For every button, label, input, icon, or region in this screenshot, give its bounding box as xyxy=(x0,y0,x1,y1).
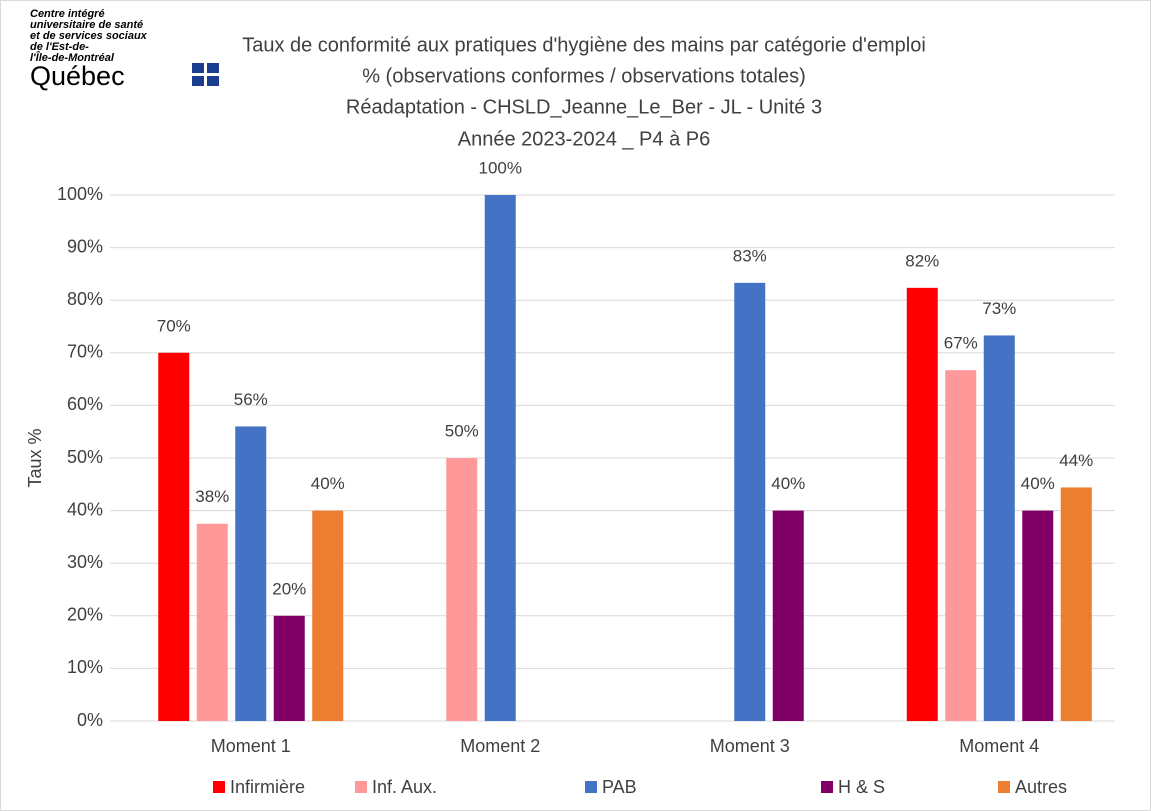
data-label: 100% xyxy=(479,158,522,177)
y-tick-label: 70% xyxy=(67,342,103,362)
data-label: 70% xyxy=(157,316,191,335)
y-tick-label: 90% xyxy=(67,236,103,256)
logo-line: et de services sociaux xyxy=(30,30,148,42)
bar xyxy=(734,282,766,721)
y-tick-label: 20% xyxy=(67,605,103,625)
x-tick-label: Moment 1 xyxy=(211,736,291,756)
data-label: 56% xyxy=(234,390,268,409)
data-label: 67% xyxy=(944,334,978,353)
legend-swatch xyxy=(998,781,1010,793)
y-axis-label: Taux % xyxy=(25,428,45,487)
x-tick-label: Moment 2 xyxy=(460,736,540,756)
data-label: 44% xyxy=(1059,451,1093,470)
bar xyxy=(1060,487,1092,721)
data-label: 83% xyxy=(733,246,767,265)
logo-brand: Québec xyxy=(30,61,125,91)
logo-line: Centre intégré xyxy=(30,8,105,20)
bar xyxy=(983,335,1015,721)
data-label: 40% xyxy=(311,474,345,493)
bar xyxy=(312,510,344,721)
y-tick-label: 100% xyxy=(57,184,103,204)
data-label: 73% xyxy=(982,299,1016,318)
bar xyxy=(235,426,267,721)
data-label: 50% xyxy=(445,421,479,440)
bar xyxy=(1022,510,1054,721)
legend-label: Autres xyxy=(1015,777,1067,797)
chart-subtitle: Réadaptation - CHSLD_Jeanne_Le_Ber - JL … xyxy=(346,96,822,118)
x-tick-label: Moment 4 xyxy=(959,736,1039,756)
chart-subtitle: % (observations conformes / observations… xyxy=(362,65,806,87)
chart-title: Taux de conformité aux pratiques d'hygiè… xyxy=(242,34,926,56)
legend-label: H & S xyxy=(838,777,885,797)
y-tick-label: 80% xyxy=(67,289,103,309)
data-label: 40% xyxy=(771,474,805,493)
bar xyxy=(273,615,305,721)
legend-label: PAB xyxy=(602,777,637,797)
bar xyxy=(945,370,977,721)
chart-subtitle: Année 2023-2024 _ P4 à P6 xyxy=(458,128,710,150)
bar xyxy=(158,352,190,721)
logo-line: universitaire de santé xyxy=(30,19,143,31)
bar xyxy=(196,523,228,721)
data-label: 40% xyxy=(1021,474,1055,493)
legend-label: Inf. Aux. xyxy=(372,777,437,797)
legend-swatch xyxy=(355,781,367,793)
legend-swatch xyxy=(821,781,833,793)
logo-line: de l'Est-de- xyxy=(30,41,89,53)
logo-line: l'Île-de-Montréal xyxy=(30,51,115,64)
logo-flag xyxy=(192,63,219,86)
bar xyxy=(484,195,516,721)
data-label: 38% xyxy=(195,487,229,506)
y-tick-label: 60% xyxy=(67,394,103,414)
y-tick-label: 40% xyxy=(67,499,103,519)
bar xyxy=(446,458,478,721)
y-tick-label: 10% xyxy=(67,657,103,677)
y-tick-label: 50% xyxy=(67,447,103,467)
legend-swatch xyxy=(213,781,225,793)
legend-swatch xyxy=(585,781,597,793)
x-tick-label: Moment 3 xyxy=(710,736,790,756)
legend-label: Infirmière xyxy=(230,777,305,797)
bar xyxy=(772,510,804,721)
data-label: 82% xyxy=(905,251,939,270)
y-tick-label: 30% xyxy=(67,552,103,572)
y-tick-label: 0% xyxy=(77,710,103,730)
data-label: 20% xyxy=(272,579,306,598)
bar xyxy=(906,287,938,721)
